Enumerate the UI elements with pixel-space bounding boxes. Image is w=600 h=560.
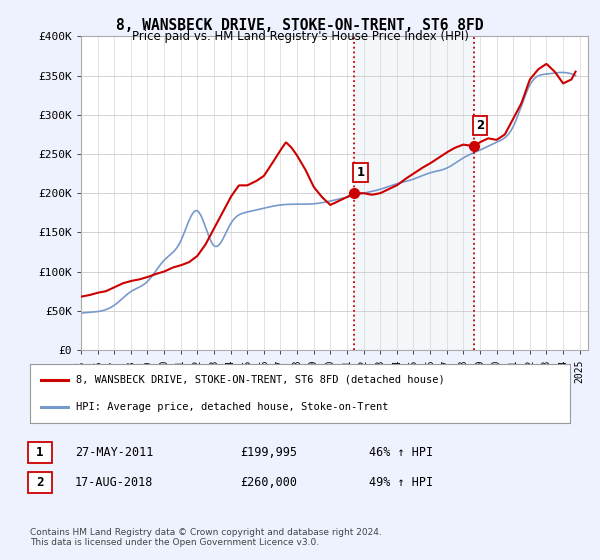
Bar	[354, 36, 474, 350]
Text: 1: 1	[36, 446, 43, 459]
Text: £199,995: £199,995	[240, 446, 297, 459]
Text: 27-MAY-2011: 27-MAY-2011	[75, 446, 154, 459]
Text: 2: 2	[36, 476, 43, 489]
Text: 17-AUG-2018: 17-AUG-2018	[75, 476, 154, 489]
Text: 49% ↑ HPI: 49% ↑ HPI	[369, 476, 433, 489]
Text: 8, WANSBECK DRIVE, STOKE-ON-TRENT, ST6 8FD (detached house): 8, WANSBECK DRIVE, STOKE-ON-TRENT, ST6 8…	[76, 375, 445, 385]
Text: 2: 2	[476, 119, 484, 132]
Text: 46% ↑ HPI: 46% ↑ HPI	[369, 446, 433, 459]
Text: £260,000: £260,000	[240, 476, 297, 489]
Text: Price paid vs. HM Land Registry's House Price Index (HPI): Price paid vs. HM Land Registry's House …	[131, 30, 469, 43]
Text: 8, WANSBECK DRIVE, STOKE-ON-TRENT, ST6 8FD: 8, WANSBECK DRIVE, STOKE-ON-TRENT, ST6 8…	[116, 18, 484, 33]
Text: HPI: Average price, detached house, Stoke-on-Trent: HPI: Average price, detached house, Stok…	[76, 402, 388, 412]
Text: 1: 1	[356, 166, 365, 179]
Text: Contains HM Land Registry data © Crown copyright and database right 2024.
This d: Contains HM Land Registry data © Crown c…	[30, 528, 382, 547]
